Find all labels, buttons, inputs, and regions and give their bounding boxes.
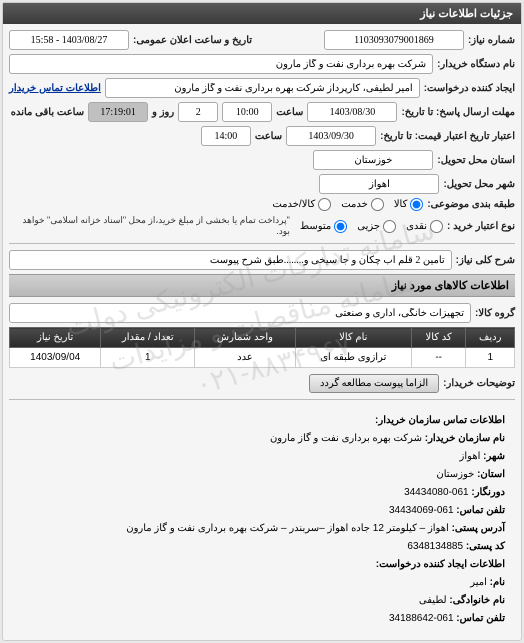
requester-label: ایجاد کننده درخواست: [424,83,515,94]
th-date: تاریخ نیاز [10,328,101,348]
validity-time-input[interactable] [201,126,251,146]
deadline-date-input[interactable] [307,102,397,122]
desc-label: شرح کلی نیاز: [456,255,515,266]
org-value: شرکت بهره برداری نفت و گاز مارون [270,433,422,444]
contact-city-value: اهواز [460,451,481,462]
fax-label: دورنگار: [471,487,505,498]
public-date-input[interactable] [9,30,129,50]
buyer-input[interactable] [9,54,433,74]
buyer-label: نام دستگاه خریدار: [437,59,515,70]
validity-label: اعتبار تاریخ اعتبار قیمت: تا تاریخ: [380,131,515,142]
address-label: آدرس پستی: [452,523,505,534]
province-label: استان محل تحویل: [437,155,515,166]
address-value: اهواز – کیلومتر 12 جاده اهواز –سربندر – … [126,523,449,534]
table-row[interactable]: 1 -- ترازوی طبقه ای عدد 1 1403/09/04 [10,348,515,368]
contact-link[interactable]: اطلاعات تماس خریدار [9,83,101,94]
req-phone-value: 061-34188642 [389,613,454,624]
postal-label: کد پستی: [466,541,505,552]
class-service-radio[interactable] [371,198,384,211]
req-name-value: امیر [470,577,487,588]
table-header-row: ردیف کد کالا نام کالا واحد شمارش تعداد /… [10,328,515,348]
class-both-radio[interactable] [318,198,331,211]
phone-value: 061-34434069 [389,505,454,516]
buyer-notes-label: توضیحات خریدار: [443,378,515,389]
buy-cash-option[interactable]: نقدی [406,220,443,233]
postal-value: 6348134885 [407,541,463,552]
cell-qty: 1 [101,348,195,368]
city-label: شهر محل تحویل: [443,179,515,190]
buy-note: "پرداخت تمام یا بخشی از مبلغ خرید،از محل… [9,215,290,237]
group-label: گروه کالا: [475,308,515,319]
cell-date: 1403/09/04 [10,348,101,368]
public-date-label: تاریخ و ساعت اعلان عمومی: [133,35,252,46]
org-label: نام سازمان خریدار: [425,433,505,444]
th-row: ردیف [466,328,515,348]
number-label: شماره نیاز: [468,35,515,46]
class-both-option[interactable]: کالا/خدمت [272,198,331,211]
req-name-label: نام: [490,577,505,588]
number-input[interactable] [324,30,464,50]
contact-city-label: شهر: [483,451,505,462]
buy-medium-option[interactable]: متوسط [300,220,347,233]
contact-info-block: اطلاعات تماس سازمان خریدار: نام سازمان خ… [9,406,515,634]
province-input[interactable] [313,150,433,170]
class-goods-option[interactable]: کالا [394,198,424,211]
th-name: نام کالا [295,328,411,348]
contact-province-value: خوزستان [436,469,474,480]
panel-title: جزئیات اطلاعات نیاز [3,3,521,24]
req-family-label: نام خانوادگی: [449,595,505,606]
goods-section-title: اطلاعات کالاهای مورد نیاز [9,274,515,297]
cell-code: -- [411,348,466,368]
contact-province-label: استان: [477,469,505,480]
main-panel: جزئیات اطلاعات نیاز شماره نیاز: تاریخ و … [2,2,522,641]
th-unit: واحد شمارش [195,328,296,348]
th-qty: تعداد / مقدار [101,328,195,348]
th-code: کد کالا [411,328,466,348]
buy-medium-radio[interactable] [334,220,347,233]
cell-row: 1 [466,348,515,368]
buy-label: نوع اعتبار خرید : [447,221,515,232]
city-input[interactable] [319,174,439,194]
req-section-title: اطلاعات ایجاد کننده درخواست: [19,556,505,574]
req-phone-label: تلفن تماس: [456,613,505,624]
buy-radio-group: نقدی جزیی متوسط [300,220,443,233]
validity-time-label: ساعت [255,131,282,142]
class-service-option[interactable]: خدمت [341,198,384,211]
req-family-value: لطیفی [419,595,447,606]
deadline-time-input[interactable] [222,102,272,122]
remaining-label: ساعت باقی مانده [11,107,84,118]
cell-unit: عدد [195,348,296,368]
validity-date-input[interactable] [286,126,376,146]
cell-name: ترازوی طبقه ای [295,348,411,368]
group-input[interactable] [9,303,471,323]
requester-input[interactable] [105,78,420,98]
days-input[interactable] [178,102,218,122]
class-radio-group: کالا خدمت کالا/خدمت [272,198,423,211]
days-label: روز و [152,107,174,118]
desc-input[interactable] [9,250,452,270]
deadline-time-label: ساعت [276,107,303,118]
goods-table: ردیف کد کالا نام کالا واحد شمارش تعداد /… [9,327,515,368]
phone-label: تلفن تماس: [456,505,505,516]
attachment-button[interactable]: الزاما پیوست مطالعه گردد [309,374,439,393]
contact-section-title: اطلاعات تماس سازمان خریدار: [19,412,505,430]
buy-partial-option[interactable]: جزیی [357,220,396,233]
buy-partial-radio[interactable] [383,220,396,233]
fax-value: 061-34434080 [404,487,469,498]
deadline-label: مهلت ارسال پاسخ: تا تاریخ: [401,107,515,118]
class-label: طبقه بندی موضوعی: [427,199,515,210]
class-goods-radio[interactable] [410,198,423,211]
buy-cash-radio[interactable] [430,220,443,233]
remaining-time [88,102,148,122]
